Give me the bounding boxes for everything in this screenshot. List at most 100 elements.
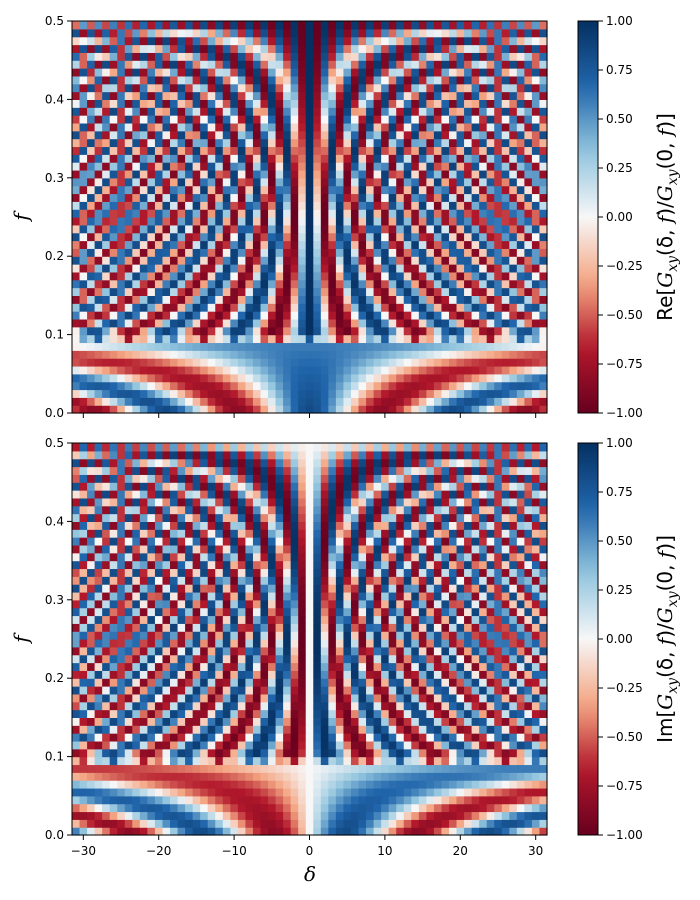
heatmap-cell [516, 358, 525, 367]
heatmap-cell [192, 787, 201, 797]
heatmap-cell [87, 162, 96, 171]
heatmap-cell [252, 678, 262, 687]
heatmap-cell [298, 780, 307, 789]
heatmap-cell [494, 295, 503, 304]
heatmap-cell [509, 217, 518, 226]
heatmap-cell [418, 350, 427, 359]
heatmap-cell [298, 232, 307, 242]
heatmap-cell [418, 52, 427, 61]
heatmap-cell [252, 28, 262, 38]
heatmap-cell [283, 350, 292, 359]
heatmap-cell [154, 91, 164, 100]
heatmap-cell [418, 83, 427, 93]
heatmap-cell [305, 138, 314, 148]
heatmap-cell [283, 240, 292, 249]
heatmap-cell [139, 686, 148, 695]
heatmap-cell [320, 654, 329, 664]
heatmap-cell [109, 169, 118, 179]
heatmap-cell [87, 107, 96, 116]
heatmap-cell [245, 350, 254, 359]
heatmap-cell [531, 405, 541, 414]
heatmap-cell [147, 130, 156, 140]
heatmap-cell [479, 240, 488, 249]
heatmap-cell [350, 780, 360, 789]
heatmap-cell [373, 107, 382, 116]
heatmap-cell [350, 21, 360, 30]
heatmap-cell [132, 764, 141, 773]
heatmap-cell [448, 350, 458, 359]
heatmap-cell [132, 217, 141, 226]
heatmap-cell [162, 138, 171, 148]
heatmap-cell [320, 365, 329, 375]
heatmap-cell [252, 772, 262, 781]
heatmap-cell [403, 201, 412, 210]
heatmap-cell [358, 787, 367, 797]
heatmap-cell [215, 654, 224, 664]
heatmap-cell [154, 701, 164, 711]
heatmap-cell [298, 686, 307, 695]
heatmap-cell [388, 28, 397, 38]
heatmap-cell [456, 780, 465, 789]
heatmap-cell [200, 146, 209, 155]
heatmap-cell [290, 99, 299, 108]
heatmap-cell [381, 787, 390, 797]
heatmap-cell [328, 811, 337, 820]
heatmap-cell [531, 803, 541, 813]
heatmap-cell [509, 693, 518, 703]
heatmap-cell [185, 701, 194, 711]
heatmap-cell [343, 365, 352, 375]
heatmap-cell [343, 256, 352, 265]
heatmap-cell [411, 177, 420, 187]
heatmap-cell [109, 819, 118, 828]
heatmap-cell [170, 201, 179, 210]
heatmap-cell [456, 646, 465, 656]
heatmap-cell [350, 350, 360, 359]
heatmap-cell [283, 780, 292, 789]
heatmap-cell [524, 397, 533, 406]
heatmap-cell [448, 295, 458, 304]
heatmap-cell [464, 326, 473, 336]
heatmap-cell [335, 811, 345, 820]
heatmap-cell [516, 827, 525, 836]
heatmap-cell [448, 279, 458, 289]
colorbar-label-part: xy [665, 255, 681, 272]
heatmap-cell [494, 756, 503, 766]
heatmap-cell [433, 232, 443, 242]
heatmap-cell [501, 311, 510, 320]
real-part-x-axis [82, 413, 537, 418]
heatmap-cell [87, 232, 96, 242]
heatmap-cell [524, 295, 533, 304]
heatmap-cell [117, 326, 126, 336]
heatmap-cell [516, 28, 525, 38]
heatmap-cell [72, 654, 81, 664]
heatmap-cell [72, 303, 81, 312]
heatmap-cell [222, 405, 231, 414]
heatmap-cell [200, 607, 209, 617]
heatmap-cell [433, 405, 443, 414]
heatmap-cell [147, 709, 156, 718]
heatmap-cell [147, 405, 156, 414]
heatmap-cell [124, 122, 133, 132]
heatmap-cell [237, 607, 247, 617]
heatmap-cell [441, 295, 450, 304]
heatmap-cell [411, 169, 420, 179]
heatmap-cell [471, 21, 480, 30]
heatmap-cell [531, 318, 541, 328]
heatmap-cell [486, 342, 495, 351]
heatmap-cell [207, 162, 216, 171]
heatmap-cell [343, 326, 352, 336]
heatmap-cell [283, 654, 292, 664]
heatmap-cell [305, 358, 314, 367]
heatmap-cell [260, 115, 269, 124]
heatmap-cell [441, 373, 450, 383]
heatmap-cell [448, 389, 458, 398]
heatmap-cell [448, 138, 458, 148]
heatmap-cell [177, 350, 186, 359]
heatmap-cell [343, 271, 352, 281]
heatmap-cell [426, 358, 435, 367]
heatmap-cell [366, 397, 375, 406]
heatmap-cell [531, 21, 541, 30]
heatmap-cell [388, 169, 397, 179]
heatmap-cell [124, 381, 133, 391]
heatmap-cell [237, 740, 247, 750]
